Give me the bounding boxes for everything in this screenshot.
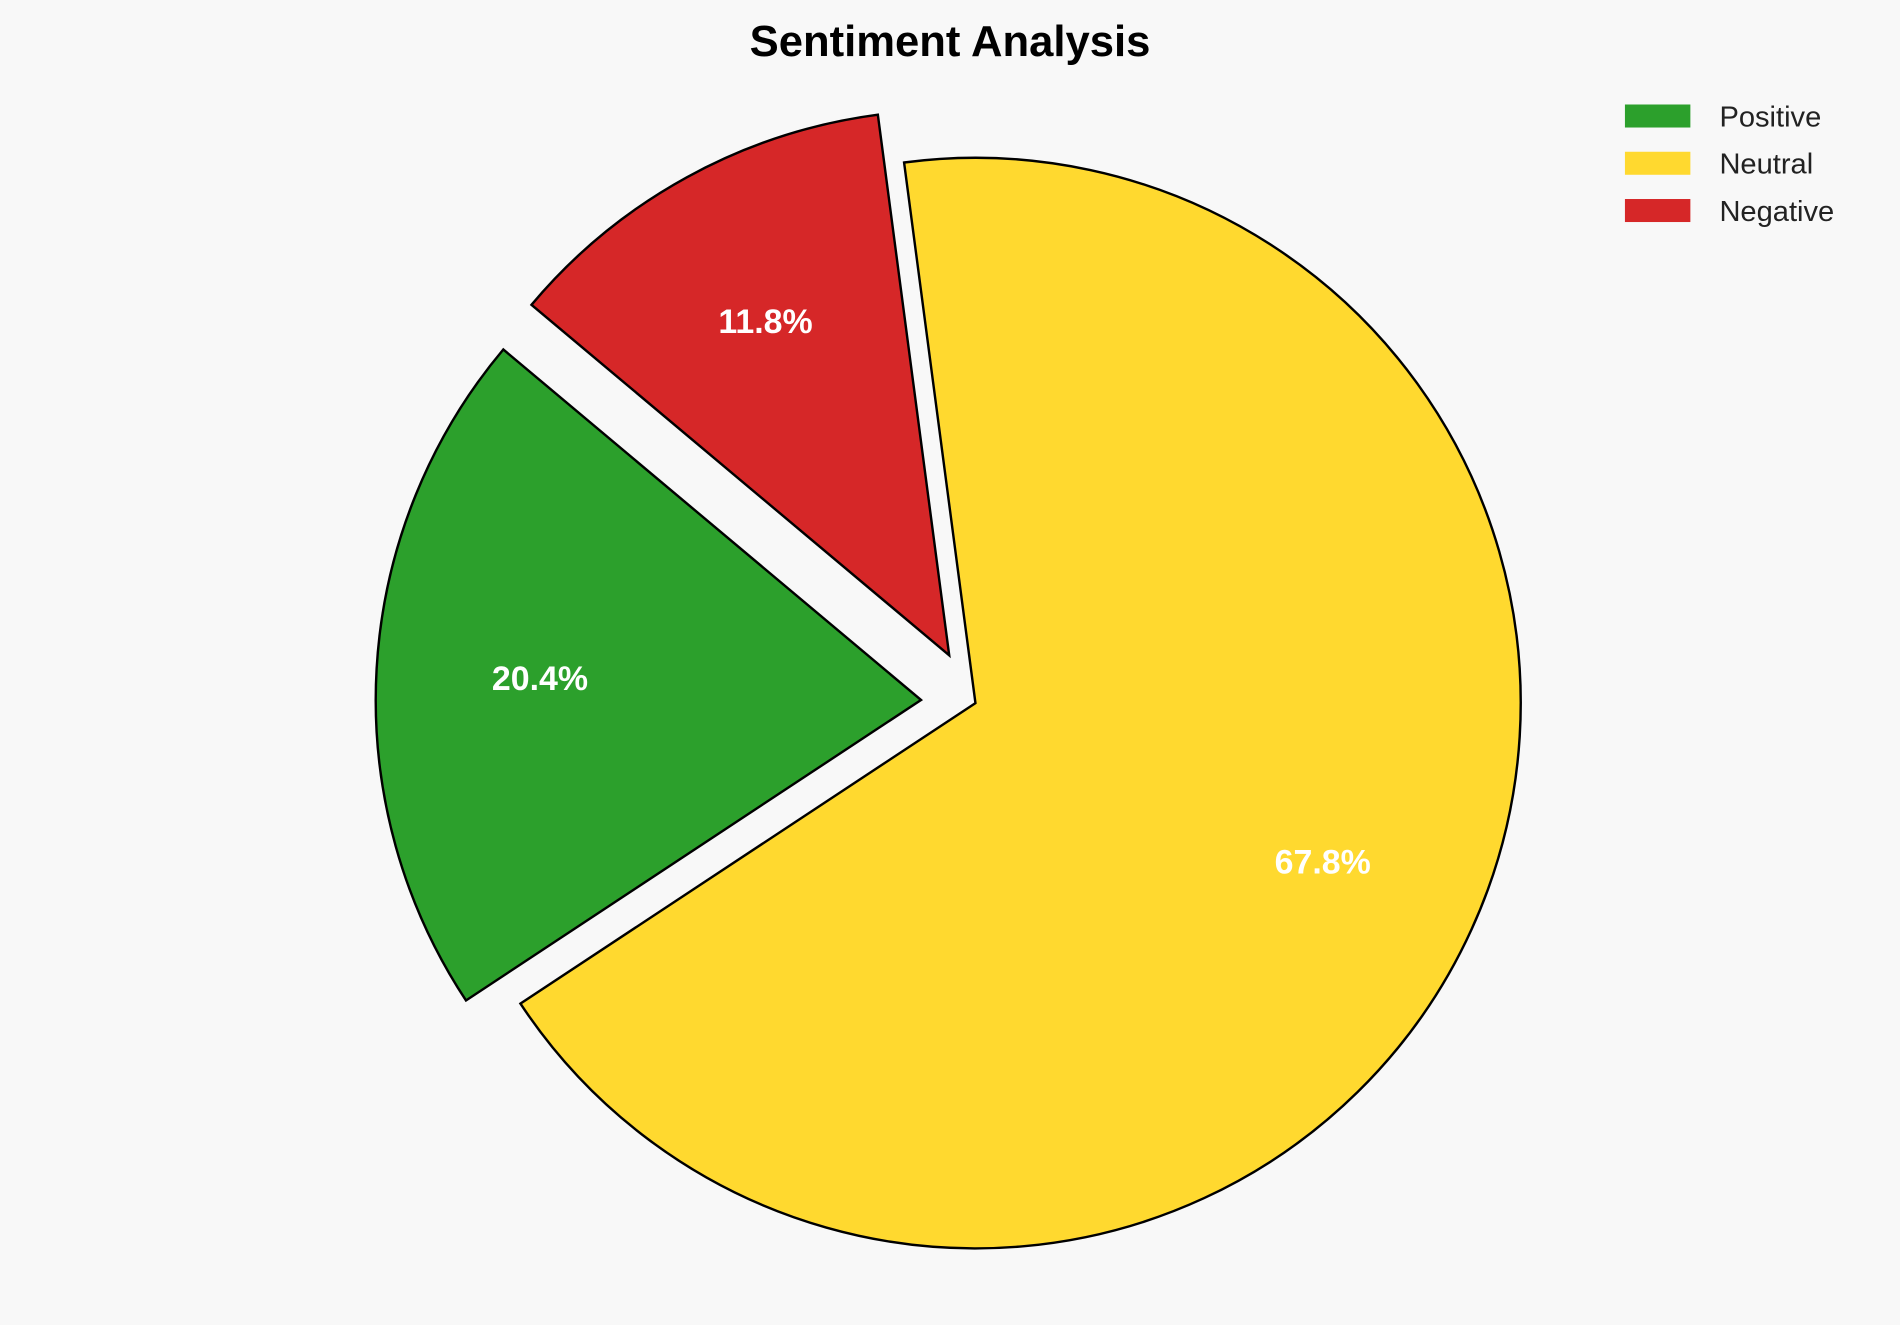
legend-swatch-positive bbox=[1624, 104, 1691, 128]
percent-label-negative: 11.8% bbox=[718, 303, 812, 341]
wedge-negative bbox=[529, 113, 951, 659]
wedge-positive bbox=[374, 347, 924, 1003]
legend: Positive Neutral Negative bbox=[1624, 101, 1834, 228]
percent-label-positive: 20.4% bbox=[492, 660, 588, 698]
chart-title: Sentiment Analysis bbox=[750, 18, 1151, 66]
wedge-neutral bbox=[518, 156, 1522, 1250]
legend-label-positive: Positive bbox=[1719, 101, 1821, 133]
legend-swatch-neutral bbox=[1624, 151, 1691, 175]
legend-label-negative: Negative bbox=[1719, 196, 1834, 228]
percent-label-neutral: 67.8% bbox=[1275, 844, 1371, 882]
legend-label-neutral: Neutral bbox=[1719, 149, 1813, 181]
legend-swatch-negative bbox=[1624, 199, 1691, 223]
